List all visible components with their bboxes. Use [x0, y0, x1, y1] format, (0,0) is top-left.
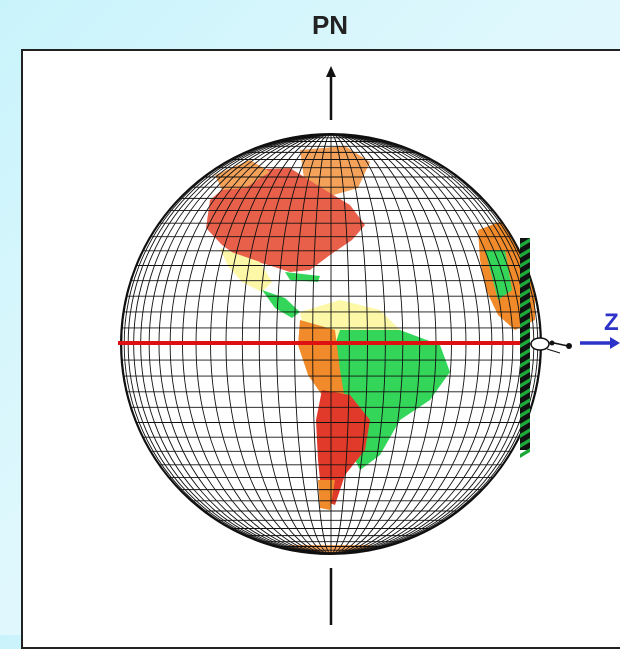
pole-label-pn: PN — [311, 10, 349, 40]
z-axis-label: Z — [604, 309, 619, 336]
observer-figure — [530, 337, 572, 354]
globe — [120, 133, 542, 555]
africa-west-shape — [485, 250, 512, 300]
north-axis-arrowhead — [326, 66, 336, 77]
central-america-shape — [262, 290, 300, 318]
earth-diagram — [118, 66, 620, 625]
north-america-shape — [206, 168, 365, 272]
argentina-shape — [316, 390, 370, 505]
screen-bar — [520, 238, 530, 458]
z-axis-arrowhead — [610, 337, 620, 349]
greenland-shape — [300, 146, 370, 196]
caribbean-shape — [285, 272, 320, 282]
